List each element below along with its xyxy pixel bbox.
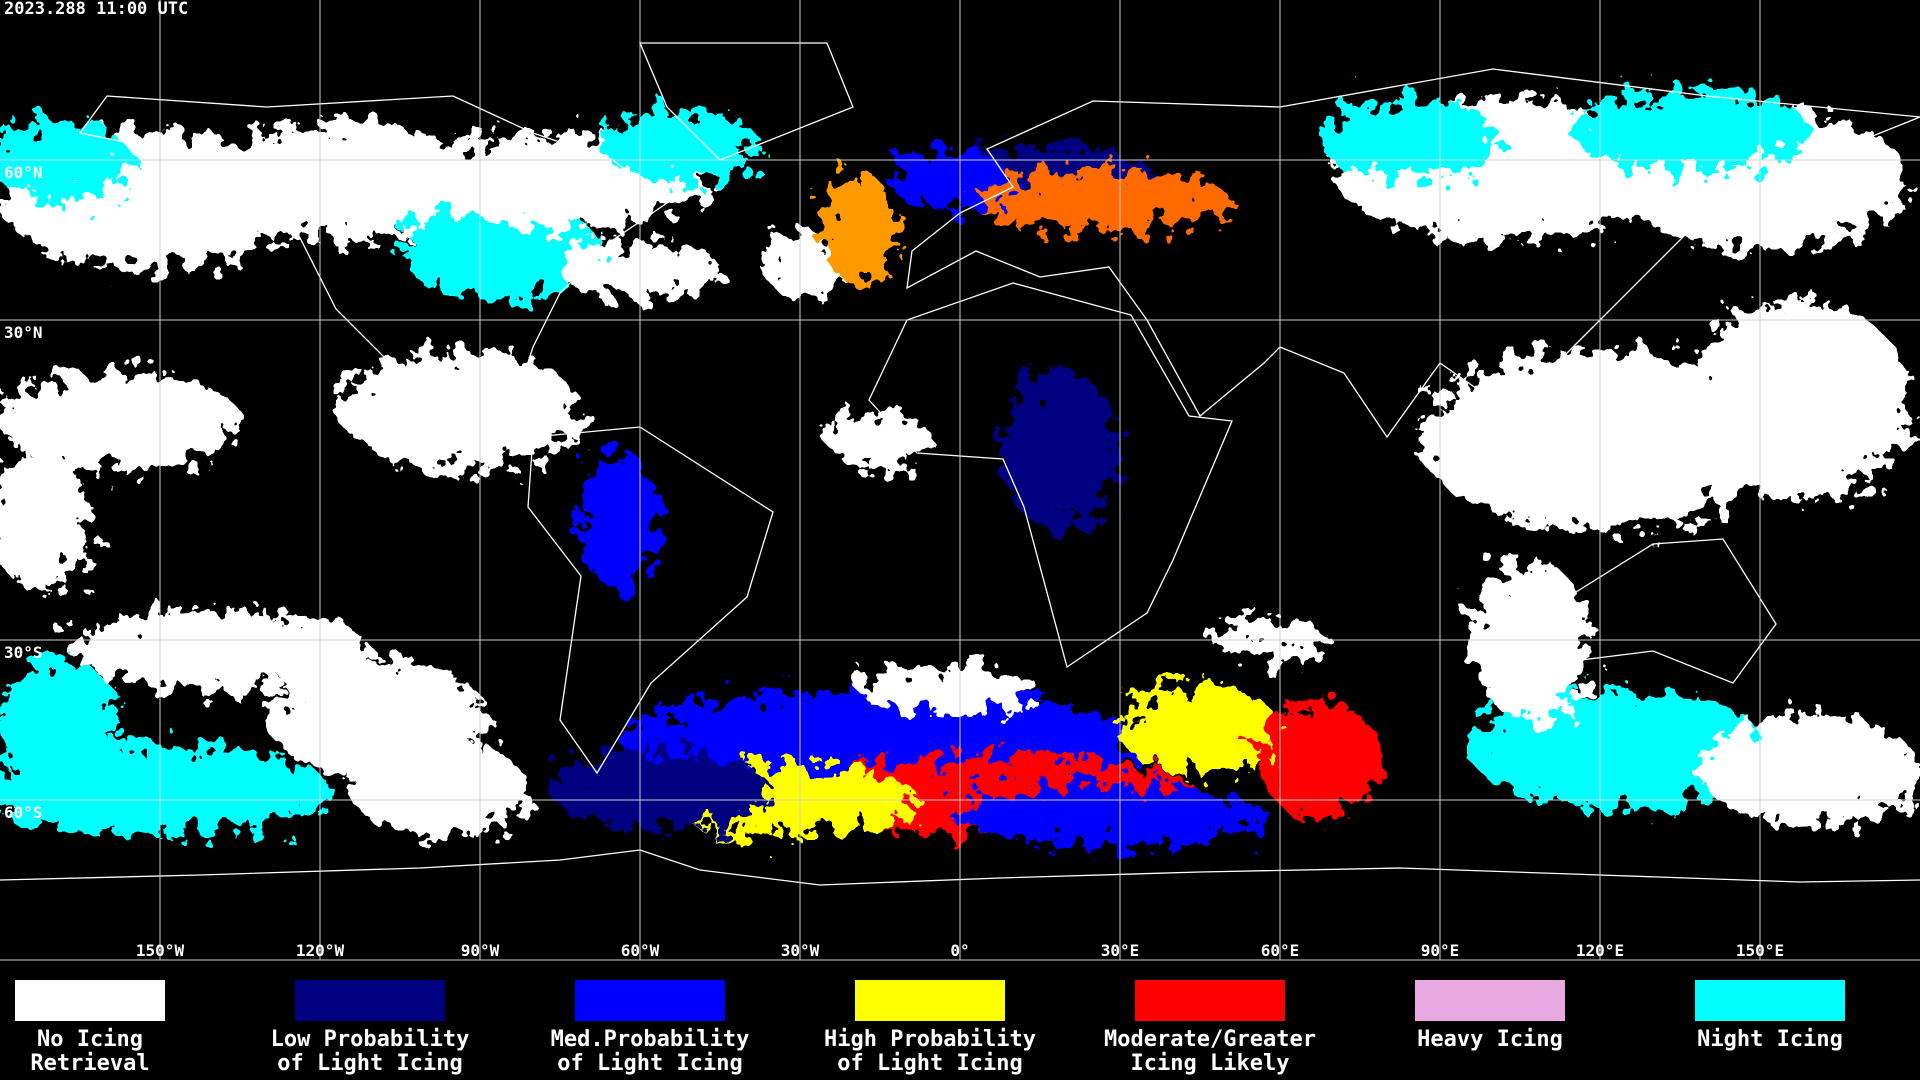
latitude-label: 30°S [4,643,43,662]
legend-label: Night Icing [1697,1027,1843,1052]
legend-swatch [1415,980,1565,1021]
longitude-label: 150°W [136,941,185,960]
legend-label: Low Probability [271,1027,470,1052]
legend-label: of Light Icing [837,1051,1022,1076]
legend-label: of Light Icing [557,1051,742,1076]
longitude-label: 30°W [781,941,820,960]
longitude-label: 0° [950,941,969,960]
legend-swatch [15,980,165,1021]
legend-swatch [295,980,445,1021]
latitude-label: 60°S [4,803,43,822]
longitude-label: 90°E [1421,941,1460,960]
legend-label: Moderate/Greater [1104,1027,1316,1052]
legend-swatch [855,980,1005,1021]
latitude-label: 60°N [4,163,43,182]
legend-label: High Probability [824,1027,1036,1052]
legend-label: Icing Likely [1131,1051,1290,1076]
legend-label: Heavy Icing [1417,1027,1563,1052]
legend-label: Retrieval [30,1051,149,1076]
legend-swatch [575,980,725,1021]
legend-swatch [1695,980,1845,1021]
longitude-label: 60°W [621,941,660,960]
longitude-label: 150°E [1736,941,1784,960]
longitude-label: 30°E [1101,941,1140,960]
longitude-label: 120°E [1576,941,1624,960]
longitude-label: 90°W [461,941,500,960]
longitude-label: 120°W [296,941,345,960]
legend-label: Med.Probability [551,1027,750,1052]
graticule: 60°N 30°N 30°S 60°S 150°W 120°W 90°W 60°W 30°W 0°… [0,0,1920,961]
timestamp: 2023.288 11:00 UTC [4,0,188,19]
legend-label: of Light Icing [277,1051,462,1076]
legend-swatch [1135,980,1285,1021]
longitude-label: 60°E [1261,941,1300,960]
latitude-label: 30°N [4,323,43,342]
legend-label: No Icing [37,1027,143,1052]
